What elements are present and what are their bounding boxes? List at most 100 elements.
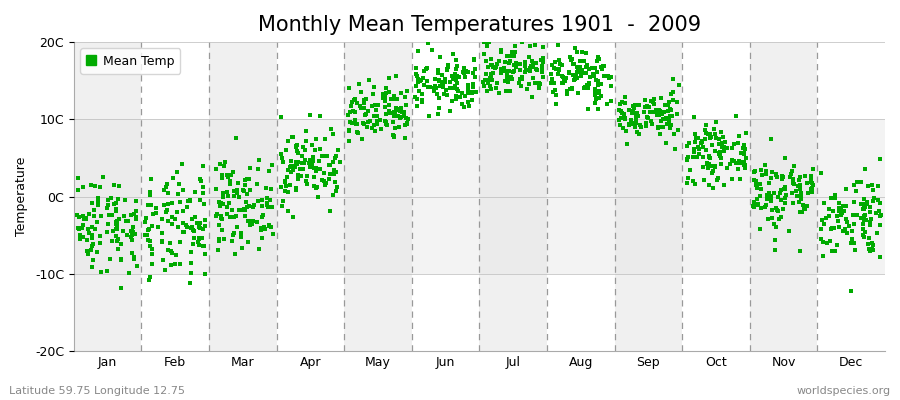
Point	[616, 125, 630, 131]
Point	[378, 104, 392, 110]
Point	[706, 184, 720, 191]
Point	[832, 208, 847, 214]
Point	[368, 102, 382, 108]
Point	[326, 192, 340, 198]
Point	[461, 68, 475, 75]
Point	[520, 86, 535, 92]
Point	[243, 218, 257, 224]
Point	[266, 231, 280, 238]
Point	[572, 58, 587, 64]
Point	[374, 126, 388, 132]
Point	[763, 192, 778, 199]
Point	[765, 169, 779, 175]
Point	[664, 107, 679, 114]
Point	[758, 162, 772, 168]
Point	[350, 129, 365, 136]
Point	[394, 105, 409, 112]
Point	[860, 199, 874, 206]
Point	[600, 101, 615, 107]
Point	[357, 120, 372, 127]
Point	[457, 93, 472, 100]
Point	[212, 202, 227, 209]
Point	[395, 109, 410, 116]
Point	[532, 83, 546, 90]
Point	[522, 68, 536, 74]
Point	[805, 188, 819, 195]
Point	[382, 108, 397, 114]
Point	[655, 111, 670, 117]
Point	[176, 186, 190, 193]
Point	[731, 166, 745, 172]
Point	[226, 169, 240, 175]
Point	[726, 141, 741, 147]
Point	[410, 103, 424, 110]
Point	[747, 204, 761, 211]
Point	[342, 138, 356, 144]
Point	[361, 119, 375, 126]
Point	[109, 219, 123, 225]
Point	[359, 111, 374, 118]
Point	[836, 228, 850, 235]
Point	[686, 178, 700, 184]
Point	[173, 261, 187, 268]
Point	[112, 235, 126, 242]
Point	[536, 74, 550, 80]
Point	[87, 207, 102, 214]
Point	[526, 75, 540, 82]
Point	[836, 202, 850, 209]
Point	[236, 206, 250, 213]
Point	[228, 214, 242, 220]
Point	[818, 214, 832, 221]
Point	[81, 251, 95, 257]
Point	[255, 214, 269, 220]
Point	[724, 156, 739, 163]
Point	[476, 39, 491, 45]
Point	[529, 67, 544, 73]
Point	[788, 188, 803, 194]
Point	[765, 215, 779, 221]
Point	[864, 182, 878, 188]
Point	[318, 182, 332, 188]
Point	[556, 77, 571, 83]
Point	[303, 157, 318, 163]
Point	[631, 113, 645, 119]
Text: Latitude 59.75 Longitude 12.75: Latitude 59.75 Longitude 12.75	[9, 386, 185, 396]
Point	[91, 195, 105, 201]
Point	[582, 80, 597, 87]
Point	[185, 240, 200, 247]
Point	[794, 193, 808, 200]
Point	[858, 229, 872, 236]
Point	[350, 100, 365, 106]
Point	[874, 212, 888, 218]
Point	[231, 180, 246, 186]
Point	[854, 200, 868, 207]
Point	[814, 226, 828, 232]
Point	[759, 171, 773, 178]
Point	[831, 242, 845, 248]
Point	[820, 240, 834, 246]
Point	[805, 177, 819, 183]
Point	[437, 91, 452, 98]
Point	[614, 107, 628, 114]
Point	[771, 208, 786, 214]
Point	[350, 130, 365, 136]
Point	[794, 190, 808, 196]
Point	[588, 92, 602, 98]
Point	[747, 169, 761, 176]
Point	[548, 59, 562, 65]
Point	[662, 102, 676, 108]
Point	[732, 160, 746, 166]
Point	[177, 229, 192, 235]
Point	[570, 63, 584, 70]
Point	[575, 67, 590, 73]
Point	[476, 78, 491, 85]
Point	[553, 61, 567, 68]
Point	[72, 226, 86, 233]
Point	[749, 178, 763, 184]
Point	[518, 63, 532, 69]
Point	[458, 74, 473, 80]
Point	[671, 82, 686, 89]
Point	[91, 202, 105, 209]
Point	[448, 96, 463, 102]
Point	[108, 208, 122, 214]
